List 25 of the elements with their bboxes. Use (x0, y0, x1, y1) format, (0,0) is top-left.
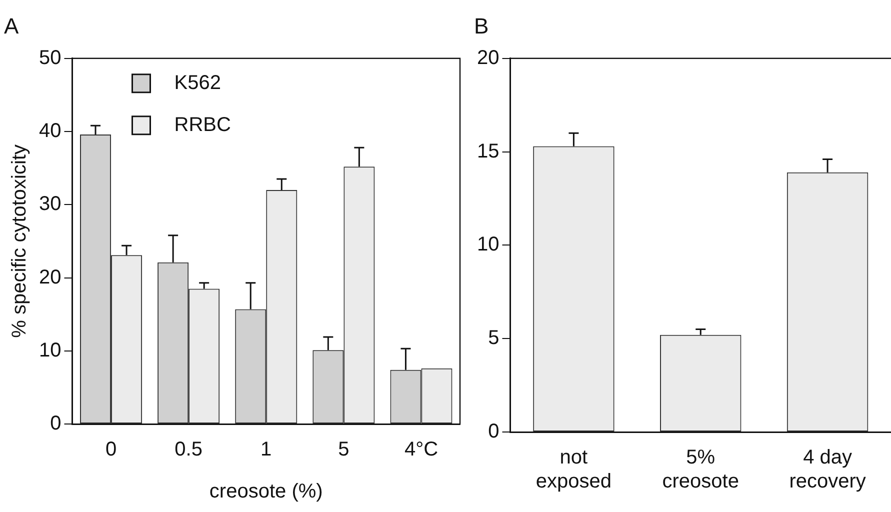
legend-label: K562 (174, 72, 221, 94)
x-tick-label: 4 day recovery (789, 446, 866, 493)
y-tick-label: 0 (50, 412, 62, 435)
x-tick-label: 4°C (404, 438, 438, 461)
x-tick-label: 5 (338, 438, 350, 461)
y-tick-label: 10 (476, 234, 500, 256)
x-tick-label: 5% creosote (662, 446, 739, 493)
chart-title: A (4, 13, 19, 38)
y-tick-label: 50 (38, 46, 62, 69)
legend-label: RRBC (174, 114, 231, 136)
x-tick-label: not exposed (536, 446, 612, 493)
y-axis-title: % specific cytotoxicity (8, 144, 31, 338)
y-tick-label: 30 (38, 193, 62, 216)
chart-title: B (474, 13, 489, 38)
x-tick-label: 0 (105, 438, 117, 461)
y-tick-label: 0 (488, 420, 500, 443)
y-tick-label: 10 (38, 339, 62, 362)
x-axis-title: creosote (%) (209, 480, 323, 503)
x-tick-label: 1 (260, 438, 272, 461)
y-tick-label: 20 (38, 266, 62, 288)
y-tick-label: 20 (476, 46, 500, 69)
y-tick-label: 15 (476, 140, 500, 162)
y-tick-label: 40 (38, 120, 62, 142)
y-tick-label: 5 (488, 327, 500, 350)
x-tick-label: 0.5 (174, 438, 202, 461)
